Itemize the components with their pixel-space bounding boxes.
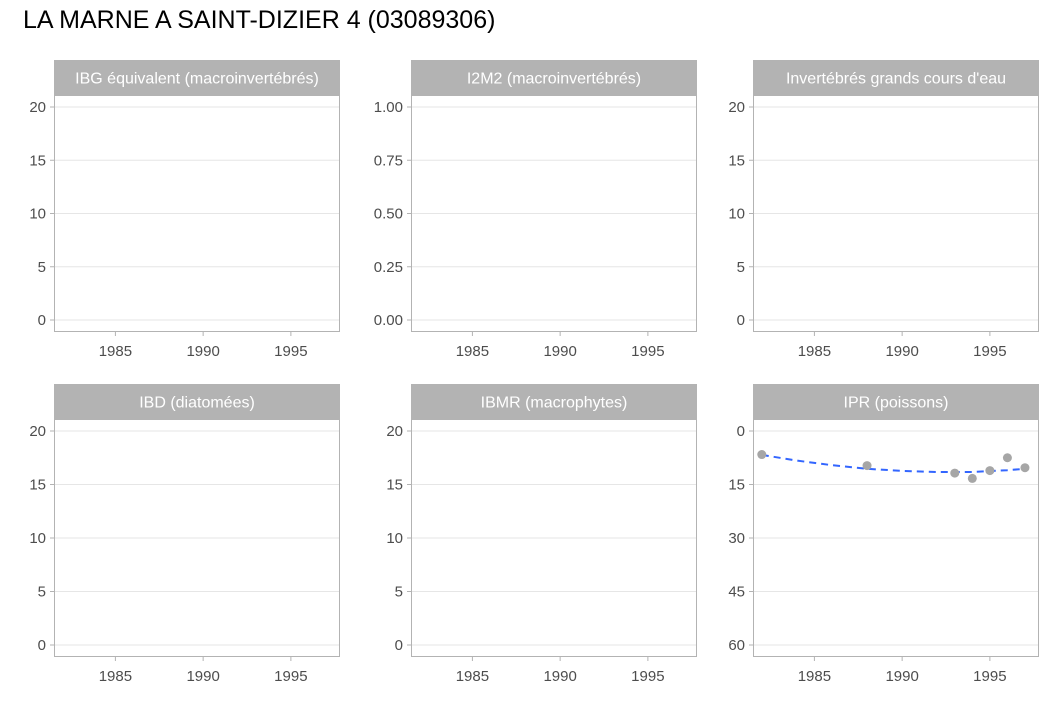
facet-title: IBMR (macrophytes)	[481, 395, 628, 412]
x-tick-label: 1995	[973, 343, 1006, 360]
facet-panel: IBD (diatomées) 0 5 10 15 20 1985 1990 1995	[29, 384, 340, 685]
facet-strip	[411, 60, 697, 95]
y-tick-label: 0	[737, 312, 745, 329]
chart-title: LA MARNE A SAINT-DIZIER 4 (03089306)	[23, 6, 496, 34]
x-tick-label: 1990	[885, 343, 918, 360]
y-tick-label: 10	[29, 206, 46, 223]
y-tick-label: 0	[737, 423, 745, 440]
data-point	[967, 473, 977, 483]
x-tick-label: 1985	[99, 668, 132, 685]
facet-title: IBG équivalent (macroinvertébrés)	[75, 71, 319, 88]
x-tick-label: 1995	[274, 668, 307, 685]
y-tick-label: 15	[728, 152, 745, 169]
x-tick-label: 1995	[631, 343, 664, 360]
facet-panel: I2M2 (macroinvertébrés) 0.00 0.25 0.50 0.75 1…	[374, 60, 697, 360]
y-tick-label: 20	[386, 423, 403, 440]
data-point	[1002, 453, 1012, 463]
panel-border	[54, 419, 340, 657]
x-tick-label: 1985	[798, 668, 831, 685]
y-tick-label: 10	[728, 206, 745, 223]
y-tick-label: 0	[395, 637, 403, 654]
y-tick-label: 0.75	[374, 152, 403, 169]
facet-strip	[753, 384, 1039, 419]
y-tick-label: 0.25	[374, 259, 403, 276]
x-tick-label: 1985	[99, 343, 132, 360]
data-point	[1020, 463, 1030, 473]
panel-border	[411, 419, 697, 657]
y-tick-label: 5	[38, 584, 46, 601]
y-tick-label: 1.00	[374, 99, 403, 116]
y-tick-label: 0	[38, 312, 46, 329]
facet-strip	[54, 384, 340, 419]
y-tick-label: 20	[29, 99, 46, 116]
y-tick-label: 0.00	[374, 312, 403, 329]
facet-title: Invertébrés grands cours d'eau	[786, 71, 1006, 88]
facet-title: I2M2 (macroinvertébrés)	[467, 71, 641, 88]
y-tick-label: 5	[737, 259, 745, 276]
x-tick-label: 1990	[186, 343, 219, 360]
y-tick-label: 20	[728, 99, 745, 116]
data-point	[985, 466, 995, 476]
facet-panel: IBMR (macrophytes) 0 5 10 15 20 1985 1990 1995	[386, 384, 697, 685]
data-point	[757, 450, 767, 460]
y-tick-label: 15	[728, 477, 745, 494]
facet-title: IBD (diatomées)	[139, 395, 255, 412]
x-tick-label: 1985	[456, 668, 489, 685]
y-tick-label: 15	[29, 152, 46, 169]
x-tick-label: 1985	[456, 343, 489, 360]
y-tick-label: 45	[728, 584, 745, 601]
y-tick-label: 5	[38, 259, 46, 276]
x-tick-label: 1985	[798, 343, 831, 360]
facet-strip	[411, 384, 697, 419]
x-tick-label: 1990	[543, 343, 576, 360]
data-point	[950, 468, 960, 478]
x-tick-label: 1995	[631, 668, 664, 685]
x-tick-label: 1995	[274, 343, 307, 360]
panel-border	[753, 419, 1039, 657]
y-tick-label: 15	[386, 477, 403, 494]
x-tick-label: 1995	[973, 668, 1006, 685]
panel-border	[411, 95, 697, 332]
y-tick-label: 5	[395, 584, 403, 601]
facet-title: IPR (poissons)	[844, 395, 949, 412]
x-tick-label: 1990	[885, 668, 918, 685]
y-tick-label: 20	[29, 423, 46, 440]
y-tick-label: 10	[386, 530, 403, 547]
y-tick-label: 0	[38, 637, 46, 654]
facet-panel: IPR (poissons) 0 15 30 45 60 1985 1990 1995	[728, 384, 1039, 685]
y-tick-label: 0.50	[374, 206, 403, 223]
y-tick-label: 60	[728, 637, 745, 654]
y-tick-label: 30	[728, 530, 745, 547]
facet-panel: Invertébrés grands cours d'eau 0 5 10 15 20 19…	[728, 60, 1039, 360]
facet-panel: IBG équivalent (macroinvertébrés) 0 5 10 15 2…	[29, 60, 340, 360]
data-point	[862, 461, 872, 471]
y-tick-label: 10	[29, 530, 46, 547]
trend-line	[761, 453, 1026, 473]
y-tick-label: 15	[29, 477, 46, 494]
x-tick-label: 1990	[186, 668, 219, 685]
panel-border	[54, 95, 340, 332]
facet-strip	[54, 60, 340, 95]
panel-border	[753, 95, 1039, 332]
x-tick-label: 1990	[543, 668, 576, 685]
facet-strip	[753, 60, 1039, 95]
